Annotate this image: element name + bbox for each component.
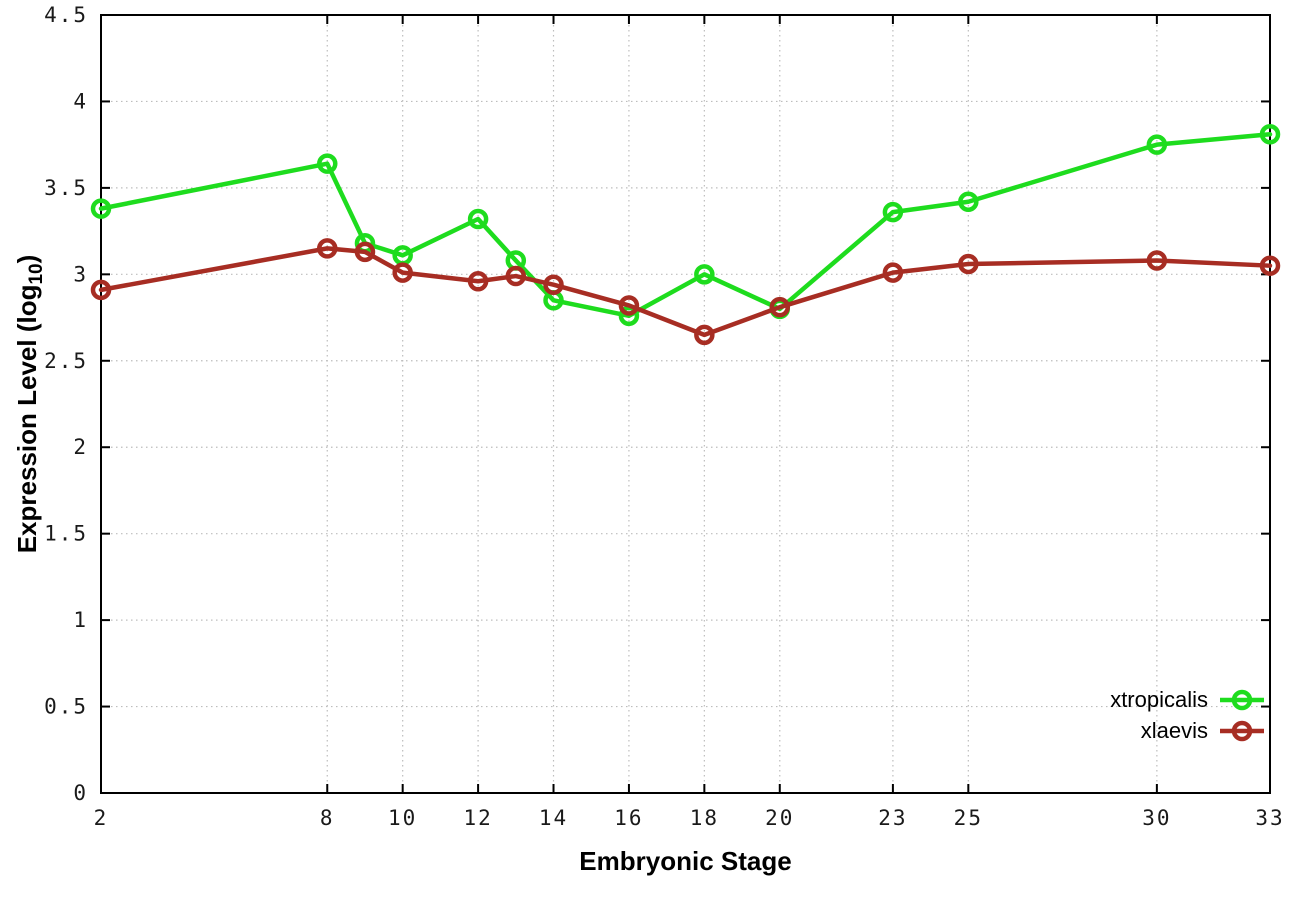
series-xlaevis-marker <box>769 296 791 318</box>
legend-label-xtropicalis: xtropicalis <box>1110 686 1208 712</box>
series-xlaevis-marker <box>392 262 413 283</box>
series-xtropicalis-marker <box>317 153 338 174</box>
series-xlaevis-marker <box>1259 255 1281 276</box>
y-tick-label: 4 <box>73 89 88 113</box>
legend-marker-xlaevis-icon <box>1220 720 1264 741</box>
series-xtropicalis-marker <box>958 191 979 212</box>
series-xlaevis-marker <box>1146 250 1168 271</box>
series-xtropicalis-marker <box>90 198 112 219</box>
series-xlaevis-marker <box>543 274 564 295</box>
series-xtropicalis-marker <box>694 264 715 285</box>
series-xtropicalis-marker <box>1146 134 1168 155</box>
x-tick-label: 16 <box>614 806 643 830</box>
series-xlaevis-marker <box>90 279 112 301</box>
y-axis-label: Expression Level (log10) <box>12 255 48 554</box>
series-xlaevis-marker <box>467 270 489 292</box>
y-tick-label: 3 <box>73 262 88 286</box>
series-xlaevis-marker <box>354 241 376 263</box>
y-tick-label: 1.5 <box>44 522 88 546</box>
legend-sample-circle <box>1231 689 1253 710</box>
series-xlaevis-marker <box>618 295 640 316</box>
y-axis-label-subscript: 10 <box>26 263 47 285</box>
y-tick-label: 0.5 <box>44 695 88 719</box>
x-tick-label: 12 <box>463 806 492 830</box>
series-xlaevis-line <box>98 246 1273 338</box>
y-tick-label: 4.5 <box>44 3 88 27</box>
y-tick-label: 2.5 <box>44 349 88 373</box>
legend-label-xlaevis: xlaevis <box>1140 717 1208 743</box>
series-xtropicalis-line <box>98 132 1273 319</box>
x-tick-label: 20 <box>765 806 794 830</box>
legend-item-xtropicalis: xtropicalis <box>1110 684 1266 715</box>
x-tick-label: 14 <box>539 806 568 830</box>
y-tick-label: 0 <box>73 781 88 805</box>
legend: xtropicalis xlaevis <box>1110 684 1266 746</box>
series-xtropicalis-marker <box>882 201 904 223</box>
x-tick-label: 33 <box>1255 806 1284 830</box>
series-xtropicalis-marker <box>467 208 489 230</box>
series-xlaevis-marker <box>505 265 527 287</box>
x-tick-label: 25 <box>954 806 983 830</box>
legend-item-xlaevis: xlaevis <box>1110 715 1266 746</box>
y-tick-label: 2 <box>73 435 88 459</box>
x-tick-label: 18 <box>690 806 719 830</box>
legend-marker-xtropicalis-icon <box>1220 689 1264 710</box>
x-tick-label: 8 <box>320 806 335 830</box>
x-tick-label: 10 <box>388 806 417 830</box>
series-xtropicalis-marker <box>1259 124 1281 145</box>
series-xlaevis-marker <box>958 253 979 275</box>
y-tick-label: 1 <box>73 608 88 632</box>
series-xlaevis-marker <box>694 324 715 346</box>
x-tick-label: 30 <box>1142 806 1171 830</box>
y-axis-label-close: ) <box>12 254 42 264</box>
y-tick-label: 3.5 <box>44 176 88 200</box>
x-tick-label: 2 <box>94 806 109 830</box>
plot-border <box>100 14 1271 794</box>
x-tick-label: 23 <box>878 806 907 830</box>
x-axis-label: Embryonic Stage <box>579 846 792 876</box>
legend-sample-circle <box>1231 720 1253 741</box>
y-axis-label-text: Expression Level (log <box>12 284 42 554</box>
series-xlaevis-marker <box>317 238 338 259</box>
series-xlaevis-marker <box>882 262 904 283</box>
